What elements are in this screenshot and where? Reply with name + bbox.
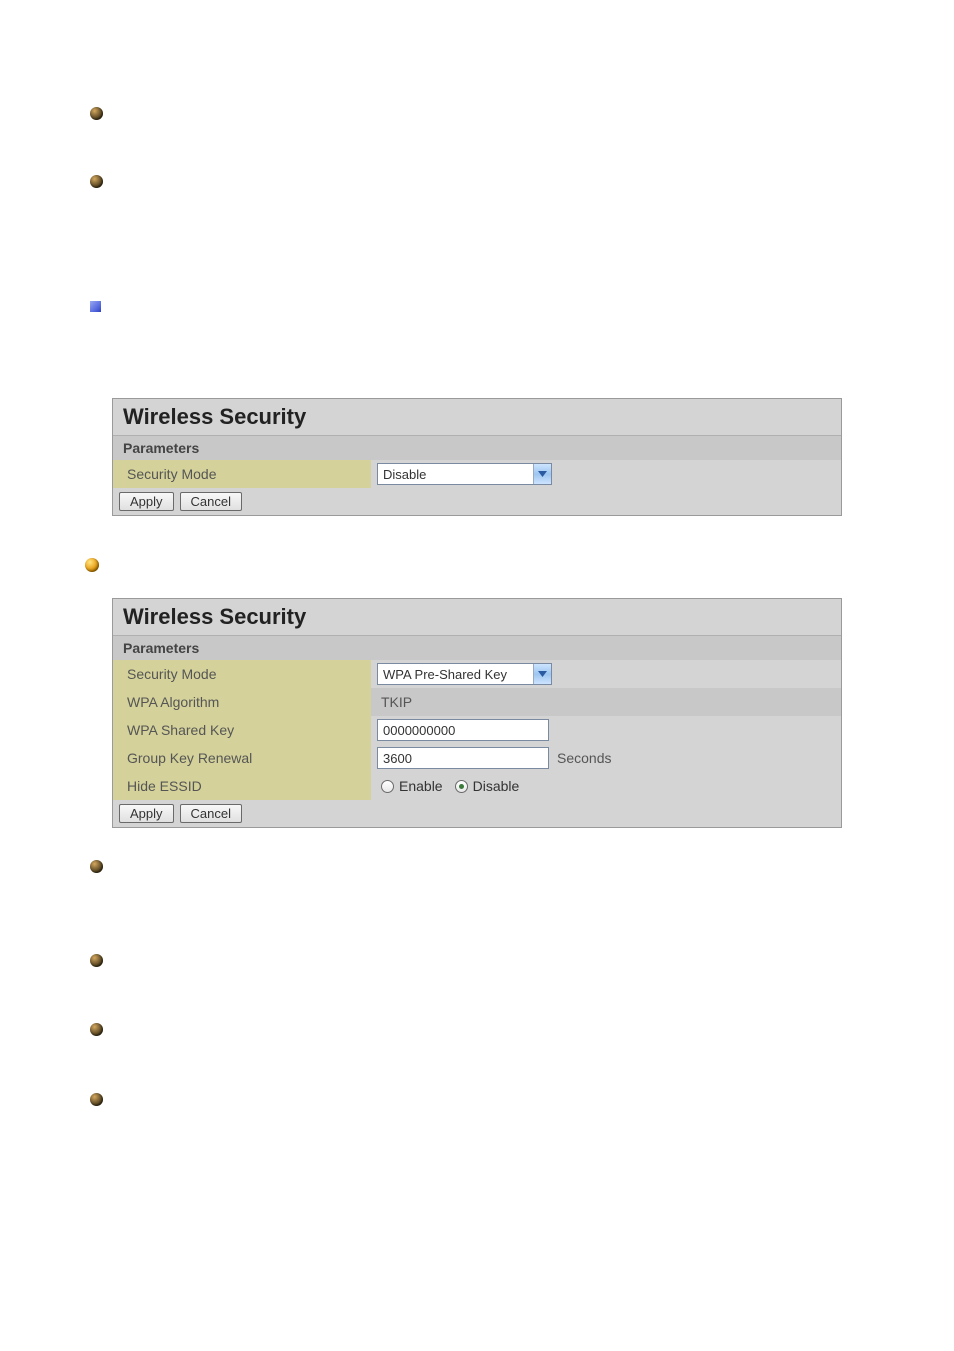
hide-essid-disable-label: Disable (473, 778, 520, 794)
row-wpa-shared-key: WPA Shared Key (113, 716, 841, 744)
group-key-renewal-label: Group Key Renewal (113, 744, 371, 772)
row-security-mode: Security Mode (113, 660, 841, 688)
security-mode-label: Security Mode (113, 660, 371, 688)
security-mode-select[interactable] (377, 463, 552, 485)
panel-title: Wireless Security (113, 399, 841, 436)
bullet-icon (85, 558, 99, 572)
bullet-icon (90, 860, 103, 873)
wpa-shared-key-label: WPA Shared Key (113, 716, 371, 744)
bullet-icon (90, 1093, 103, 1106)
row-security-mode: Security Mode (113, 460, 841, 488)
hide-essid-enable-radio[interactable] (381, 780, 394, 793)
bullet-icon (90, 175, 103, 188)
wpa-algorithm-label: WPA Algorithm (113, 688, 371, 716)
hide-essid-label: Hide ESSID (113, 772, 371, 800)
apply-button[interactable]: Apply (119, 492, 174, 511)
cancel-button[interactable]: Cancel (180, 492, 242, 511)
group-key-renewal-input[interactable] (377, 747, 549, 769)
security-mode-label: Security Mode (113, 460, 371, 488)
row-hide-essid: Hide ESSID Enable Disable (113, 772, 841, 800)
security-mode-select[interactable] (377, 663, 552, 685)
bullet-icon (90, 107, 103, 120)
hide-essid-enable-label: Enable (399, 778, 443, 794)
wireless-security-panel-wpa: Wireless Security Parameters Security Mo… (112, 598, 842, 828)
bullet-icon (90, 1023, 103, 1036)
panel-subtitle: Parameters (113, 636, 841, 660)
cancel-button[interactable]: Cancel (180, 804, 242, 823)
apply-button[interactable]: Apply (119, 804, 174, 823)
wpa-algorithm-value: TKIP (371, 688, 841, 716)
bullet-icon (90, 954, 103, 967)
row-group-key-renewal: Group Key Renewal Seconds (113, 744, 841, 772)
wireless-security-panel-disable: Wireless Security Parameters Security Mo… (112, 398, 842, 516)
wpa-shared-key-input[interactable] (377, 719, 549, 741)
panel-subtitle: Parameters (113, 436, 841, 460)
hide-essid-disable-radio[interactable] (455, 780, 468, 793)
panel-title: Wireless Security (113, 599, 841, 636)
square-bullet-icon (90, 301, 101, 312)
seconds-unit-label: Seconds (557, 750, 611, 766)
row-wpa-algorithm: WPA Algorithm TKIP (113, 688, 841, 716)
